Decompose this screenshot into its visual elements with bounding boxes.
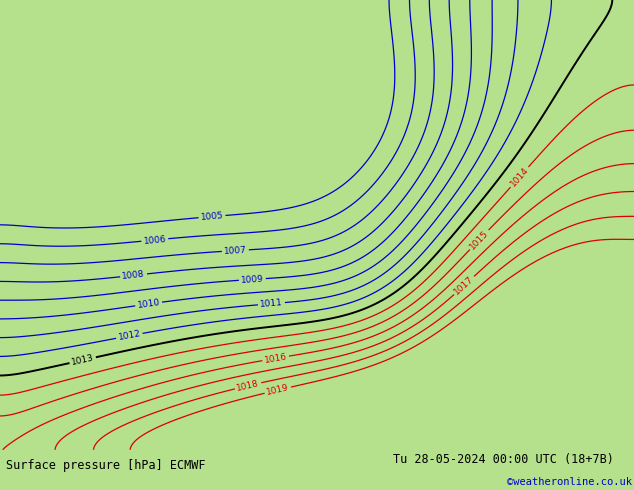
- Text: 1015: 1015: [468, 228, 491, 251]
- Text: 1017: 1017: [453, 274, 476, 296]
- Text: 1014: 1014: [508, 166, 531, 189]
- Text: 1018: 1018: [236, 379, 261, 393]
- Text: 1009: 1009: [240, 274, 264, 285]
- Text: Tu 28-05-2024 00:00 UTC (18+7B): Tu 28-05-2024 00:00 UTC (18+7B): [393, 453, 614, 466]
- Text: 1012: 1012: [117, 329, 141, 343]
- Text: Surface pressure [hPa] ECMWF: Surface pressure [hPa] ECMWF: [6, 460, 206, 472]
- Text: 1011: 1011: [259, 298, 283, 309]
- Text: 1010: 1010: [136, 298, 160, 310]
- Text: 1006: 1006: [143, 234, 167, 245]
- Text: 1007: 1007: [224, 245, 247, 256]
- Polygon shape: [0, 0, 634, 245]
- Polygon shape: [0, 0, 30, 284]
- Text: 1016: 1016: [264, 352, 288, 365]
- Text: 1005: 1005: [200, 211, 224, 222]
- Text: 1013: 1013: [70, 353, 95, 367]
- Text: 1008: 1008: [122, 270, 146, 281]
- Text: 1019: 1019: [266, 383, 290, 397]
- Polygon shape: [0, 0, 634, 450]
- Polygon shape: [0, 300, 48, 370]
- Text: ©weatheronline.co.uk: ©weatheronline.co.uk: [507, 477, 632, 487]
